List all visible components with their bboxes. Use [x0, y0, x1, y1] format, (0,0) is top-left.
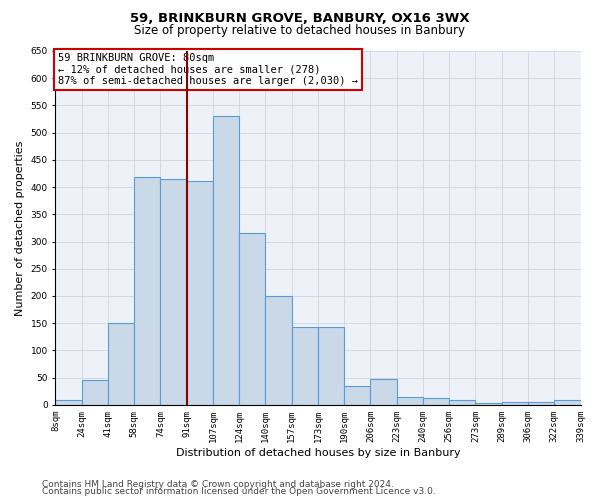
Text: 59 BRINKBURN GROVE: 80sqm
← 12% of detached houses are smaller (278)
87% of semi: 59 BRINKBURN GROVE: 80sqm ← 12% of detac…	[58, 53, 358, 86]
Text: Size of property relative to detached houses in Banbury: Size of property relative to detached ho…	[134, 24, 466, 37]
Bar	[265, 296, 292, 405]
Y-axis label: Number of detached properties: Number of detached properties	[15, 140, 25, 316]
Bar	[397, 396, 423, 405]
Bar	[108, 323, 134, 405]
Bar	[423, 398, 449, 405]
Bar	[160, 179, 187, 405]
Bar	[292, 327, 318, 405]
Bar	[475, 403, 502, 405]
Bar	[318, 327, 344, 405]
Bar	[449, 400, 475, 405]
Bar	[239, 234, 265, 405]
Text: 59, BRINKBURN GROVE, BANBURY, OX16 3WX: 59, BRINKBURN GROVE, BANBURY, OX16 3WX	[130, 12, 470, 26]
Bar	[528, 402, 554, 405]
X-axis label: Distribution of detached houses by size in Banbury: Distribution of detached houses by size …	[176, 448, 460, 458]
Text: Contains public sector information licensed under the Open Government Licence v3: Contains public sector information licen…	[42, 488, 436, 496]
Bar	[134, 178, 160, 405]
Bar	[370, 378, 397, 405]
Text: Contains HM Land Registry data © Crown copyright and database right 2024.: Contains HM Land Registry data © Crown c…	[42, 480, 394, 489]
Bar	[344, 386, 370, 405]
Bar	[554, 400, 581, 405]
Bar	[502, 402, 528, 405]
Bar	[82, 380, 108, 405]
Bar	[187, 180, 213, 405]
Bar	[55, 400, 82, 405]
Bar	[213, 116, 239, 405]
